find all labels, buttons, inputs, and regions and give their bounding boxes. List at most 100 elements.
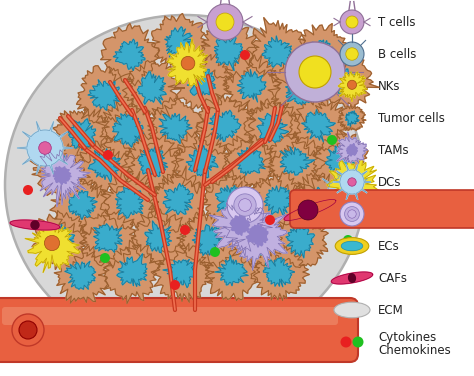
- Polygon shape: [10, 220, 60, 230]
- Circle shape: [100, 253, 110, 263]
- Polygon shape: [242, 226, 273, 255]
- Circle shape: [344, 174, 360, 191]
- Polygon shape: [209, 110, 241, 141]
- Polygon shape: [45, 154, 74, 186]
- Text: DCs: DCs: [378, 176, 401, 188]
- Circle shape: [340, 202, 364, 226]
- Circle shape: [19, 321, 37, 339]
- Circle shape: [103, 150, 113, 160]
- Polygon shape: [216, 185, 245, 214]
- Polygon shape: [53, 108, 113, 163]
- Polygon shape: [121, 128, 183, 191]
- Polygon shape: [203, 238, 261, 301]
- Polygon shape: [230, 215, 249, 235]
- Polygon shape: [80, 209, 139, 268]
- Polygon shape: [346, 111, 359, 126]
- Polygon shape: [270, 211, 328, 268]
- Polygon shape: [222, 135, 276, 192]
- Polygon shape: [284, 200, 336, 220]
- Polygon shape: [186, 67, 216, 96]
- Circle shape: [346, 16, 358, 28]
- Polygon shape: [69, 190, 97, 220]
- FancyBboxPatch shape: [290, 190, 474, 228]
- Polygon shape: [246, 18, 309, 84]
- Circle shape: [180, 225, 190, 235]
- Text: NKs: NKs: [378, 79, 401, 92]
- Polygon shape: [152, 14, 207, 70]
- Polygon shape: [137, 72, 166, 104]
- Text: MDSCs: MDSCs: [378, 208, 419, 220]
- Polygon shape: [163, 183, 193, 215]
- Polygon shape: [17, 121, 73, 174]
- Polygon shape: [192, 224, 222, 255]
- Polygon shape: [186, 146, 218, 178]
- Polygon shape: [76, 66, 137, 125]
- Polygon shape: [327, 159, 380, 214]
- Polygon shape: [138, 145, 168, 177]
- Polygon shape: [50, 179, 111, 235]
- Polygon shape: [257, 113, 289, 143]
- Polygon shape: [338, 105, 366, 131]
- Polygon shape: [286, 96, 346, 156]
- Ellipse shape: [341, 241, 363, 251]
- Polygon shape: [174, 53, 233, 111]
- Circle shape: [347, 80, 356, 89]
- Polygon shape: [201, 170, 260, 229]
- Polygon shape: [317, 168, 373, 221]
- Polygon shape: [164, 27, 192, 58]
- Circle shape: [234, 194, 256, 216]
- Circle shape: [239, 199, 251, 211]
- Ellipse shape: [335, 238, 369, 255]
- Text: CAFs: CAFs: [378, 271, 407, 285]
- Text: Tumor cells: Tumor cells: [378, 112, 445, 124]
- Circle shape: [353, 337, 364, 347]
- Circle shape: [285, 42, 345, 102]
- Polygon shape: [223, 207, 288, 270]
- Polygon shape: [88, 80, 120, 110]
- Circle shape: [345, 206, 359, 221]
- Polygon shape: [268, 55, 328, 123]
- Polygon shape: [159, 113, 192, 144]
- Polygon shape: [244, 99, 301, 163]
- Polygon shape: [215, 255, 248, 286]
- Polygon shape: [316, 54, 380, 110]
- Polygon shape: [338, 72, 367, 102]
- Polygon shape: [285, 74, 318, 105]
- Polygon shape: [96, 100, 157, 162]
- Polygon shape: [331, 272, 373, 284]
- Circle shape: [340, 42, 364, 66]
- Ellipse shape: [334, 302, 370, 318]
- Circle shape: [216, 13, 234, 31]
- FancyBboxPatch shape: [2, 307, 338, 325]
- Polygon shape: [210, 198, 276, 256]
- FancyBboxPatch shape: [0, 298, 358, 362]
- Polygon shape: [347, 144, 357, 156]
- Polygon shape: [246, 224, 268, 247]
- Polygon shape: [172, 131, 230, 194]
- Text: T cells: T cells: [378, 15, 416, 29]
- Polygon shape: [75, 136, 135, 197]
- Polygon shape: [286, 224, 315, 258]
- Ellipse shape: [5, 15, 365, 355]
- Polygon shape: [250, 172, 309, 232]
- Polygon shape: [348, 274, 356, 282]
- Polygon shape: [32, 211, 88, 270]
- Circle shape: [170, 280, 180, 290]
- Polygon shape: [196, 95, 255, 155]
- Polygon shape: [294, 24, 349, 85]
- Polygon shape: [167, 39, 208, 86]
- Polygon shape: [251, 243, 310, 300]
- Polygon shape: [53, 167, 72, 185]
- Polygon shape: [65, 261, 96, 290]
- Polygon shape: [224, 212, 284, 268]
- Polygon shape: [88, 149, 120, 182]
- Circle shape: [298, 200, 318, 220]
- Circle shape: [340, 10, 364, 34]
- Polygon shape: [337, 132, 367, 164]
- Polygon shape: [223, 54, 282, 113]
- Circle shape: [12, 314, 44, 346]
- Text: ECM: ECM: [378, 303, 404, 317]
- Polygon shape: [29, 139, 91, 201]
- Circle shape: [207, 4, 243, 40]
- Polygon shape: [25, 224, 80, 273]
